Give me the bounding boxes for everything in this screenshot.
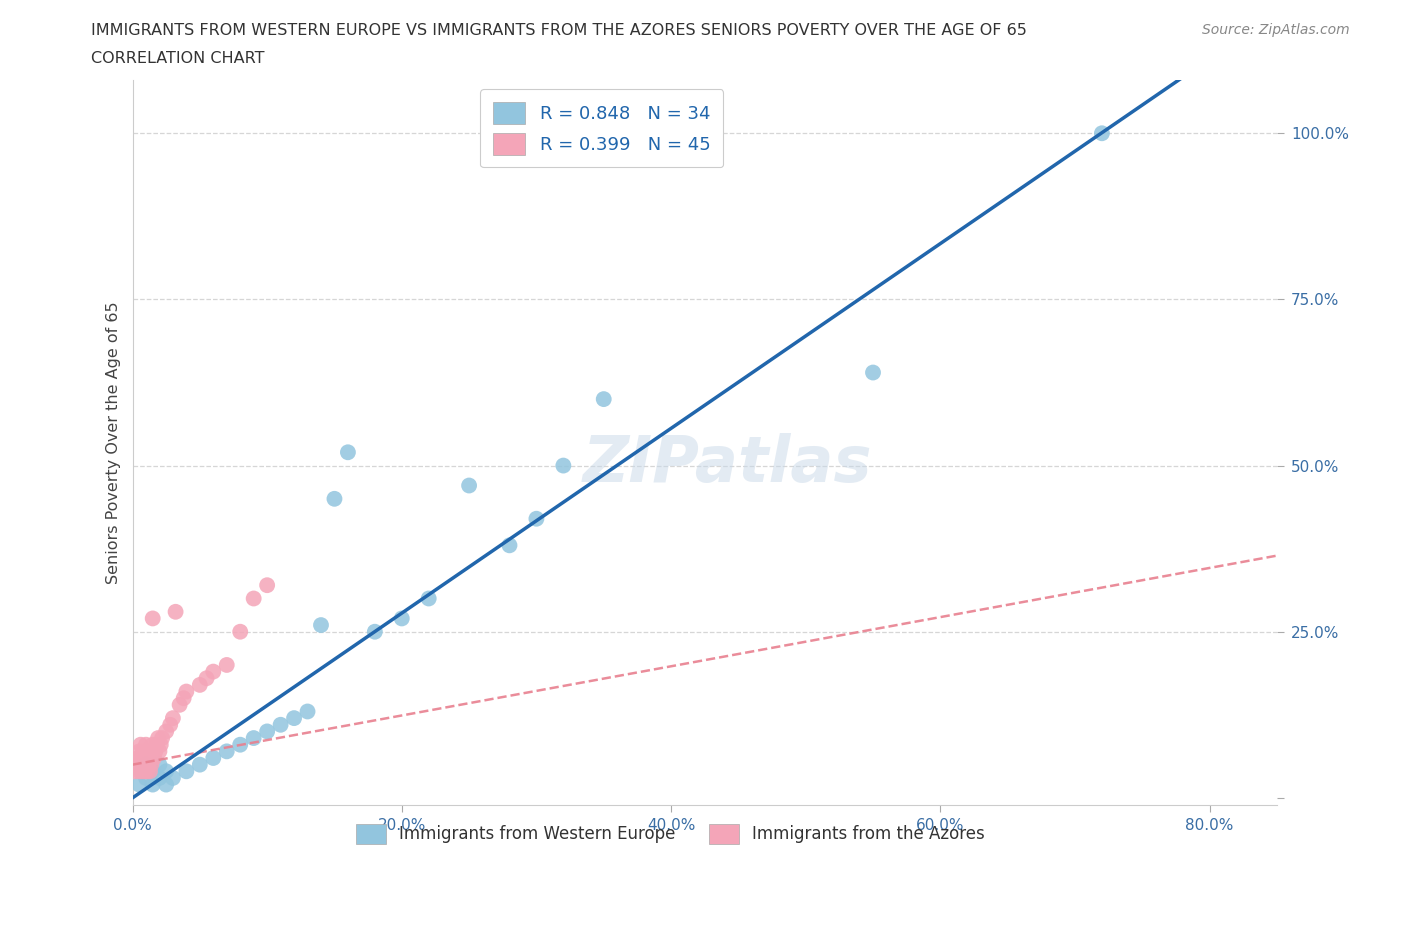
Point [169,698,191,712]
Point [149,737,172,752]
Point [142,777,165,792]
Point [139,764,162,778]
Point [155,764,177,778]
Point [215,658,238,672]
Point [138,744,160,759]
Point [165,604,187,619]
Point [162,770,184,785]
Point [134,764,156,778]
Point [162,711,184,725]
Point [458,478,481,493]
Legend: Immigrants from Western Europe, Immigrants from the Azores: Immigrants from Western Europe, Immigran… [349,817,991,851]
Point [155,777,177,792]
Text: Source: ZipAtlas.com: Source: ZipAtlas.com [1202,23,1350,37]
Point [128,764,150,778]
Point [336,445,359,459]
Point [418,591,440,606]
Point [862,365,884,380]
Point [132,757,155,772]
Point [242,731,264,746]
Point [202,751,225,765]
Y-axis label: Seniors Poverty Over the Age of 65: Seniors Poverty Over the Age of 65 [107,301,121,584]
Point [141,757,163,772]
Point [242,591,264,606]
Point [256,724,278,738]
Point [127,751,149,765]
Point [391,611,413,626]
Point [202,664,225,679]
Point [283,711,305,725]
Point [131,764,153,778]
Point [142,611,165,626]
Point [270,717,292,732]
Point [145,737,167,752]
Text: IMMIGRANTS FROM WESTERN EUROPE VS IMMIGRANTS FROM THE AZORES SENIORS POVERTY OVE: IMMIGRANTS FROM WESTERN EUROPE VS IMMIGR… [91,23,1028,38]
Point [135,737,157,752]
Point [129,757,152,772]
Point [176,684,198,699]
Text: ZIPatlas: ZIPatlas [583,433,872,495]
Point [135,757,157,772]
Point [128,777,150,792]
Point [553,458,575,473]
Point [498,538,520,552]
Point [142,764,165,778]
Point [146,731,169,746]
Point [1091,126,1114,140]
Point [134,751,156,765]
Point [135,757,157,772]
Point [155,724,177,738]
Point [256,578,278,592]
Point [139,751,162,765]
Point [323,491,346,506]
Point [128,744,150,759]
Point [129,737,152,752]
Point [188,757,211,772]
Point [131,751,153,765]
Point [145,744,167,759]
Point [143,751,166,765]
Point [229,624,252,639]
Point [148,770,170,785]
Point [138,757,160,772]
Point [142,737,165,752]
Point [229,737,252,752]
Point [297,704,319,719]
Point [136,751,159,765]
Point [592,392,614,406]
Point [526,512,548,526]
Point [173,691,195,706]
Point [150,731,173,746]
Point [131,764,153,778]
Point [136,764,159,778]
Point [176,764,198,778]
Point [132,744,155,759]
Point [125,757,148,772]
Point [188,677,211,692]
Point [215,744,238,759]
Point [124,764,146,778]
Point [195,671,218,685]
Text: CORRELATION CHART: CORRELATION CHART [91,51,264,66]
Point [135,770,157,785]
Point [148,757,170,772]
Point [309,618,332,632]
Point [364,624,387,639]
Point [159,717,181,732]
Point [148,744,170,759]
